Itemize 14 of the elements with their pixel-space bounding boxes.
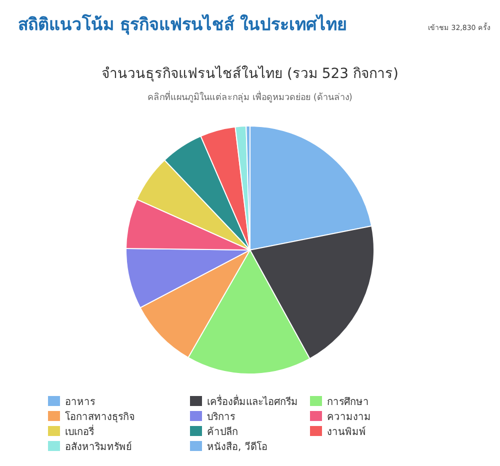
legend-label: เครื่องดื่มและไอศกรีม (207, 394, 298, 408)
legend-label: เบเกอรี่ (65, 424, 95, 438)
legend-label: งานพิมพ์ (327, 426, 366, 438)
chart-title: จำนวนธุรกิจแฟรนไชส์ในไทย (รวม 523 กิจการ) (102, 65, 398, 82)
chart-subtitle: คลิกที่แผนภูมิในแต่ละกลุ่ม เพื่อดูหมวดย่อย (ด้านล่าง) (148, 90, 352, 103)
legend-label: บริการ (207, 412, 236, 423)
legend-label: ความงาม (327, 412, 371, 423)
legend-label: หนังสือ, วีดีโอ (207, 440, 268, 453)
legend-label: การศึกษา (327, 396, 369, 408)
legend-label: ค้าปลีก (207, 426, 238, 438)
legend-label: โอกาสทางธุรกิจ (65, 410, 135, 423)
legend-label: อสังหาริมทรัพย์ (65, 441, 132, 453)
legend-label: อาหาร (65, 397, 96, 408)
annotation: สถิติแนวโน้ม ธุรกิจแฟรนไชส์ ในประเทศไทย (18, 15, 347, 35)
